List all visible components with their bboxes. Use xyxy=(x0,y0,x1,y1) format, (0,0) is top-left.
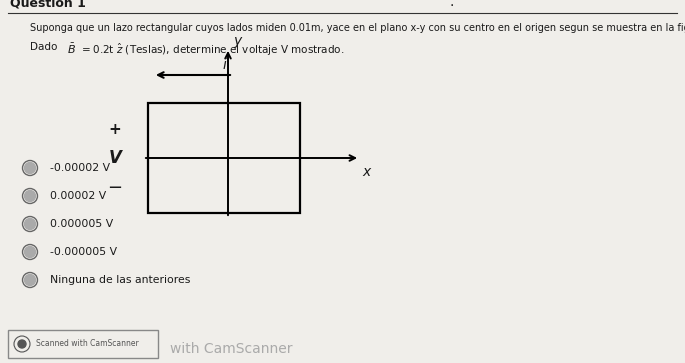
Text: -0.00002 V: -0.00002 V xyxy=(50,163,110,173)
Text: Ninguna de las anteriores: Ninguna de las anteriores xyxy=(50,275,190,285)
Circle shape xyxy=(18,340,26,348)
Text: with CamScanner: with CamScanner xyxy=(170,342,292,356)
Text: Scanned with CamScanner: Scanned with CamScanner xyxy=(36,339,139,348)
Bar xyxy=(148,103,300,213)
Text: $i$: $i$ xyxy=(222,57,228,72)
Text: −: − xyxy=(108,179,123,197)
Text: y: y xyxy=(233,34,241,48)
Text: Dado: Dado xyxy=(30,42,61,52)
Text: 0.000005 V: 0.000005 V xyxy=(50,219,113,229)
Circle shape xyxy=(25,163,36,174)
Text: V: V xyxy=(108,149,121,167)
Text: $\bar{B}$: $\bar{B}$ xyxy=(67,42,76,56)
Text: -0.000005 V: -0.000005 V xyxy=(50,247,117,257)
Bar xyxy=(8,330,158,358)
Text: x: x xyxy=(362,165,371,179)
Circle shape xyxy=(25,274,36,286)
Text: Suponga que un lazo rectangular cuyos lados miden 0.01m, yace en el plano x-y co: Suponga que un lazo rectangular cuyos la… xyxy=(30,23,685,33)
Text: .: . xyxy=(450,0,454,9)
Circle shape xyxy=(25,191,36,201)
Text: 0.00002 V: 0.00002 V xyxy=(50,191,106,201)
Circle shape xyxy=(25,246,36,257)
Text: +: + xyxy=(109,122,121,138)
Text: Quèstion 1: Quèstion 1 xyxy=(10,0,86,9)
Text: = 0.2t $\hat{z}$ (Teslas), determine el voltaje V mostrado.: = 0.2t $\hat{z}$ (Teslas), determine el … xyxy=(81,42,345,58)
Circle shape xyxy=(25,219,36,229)
